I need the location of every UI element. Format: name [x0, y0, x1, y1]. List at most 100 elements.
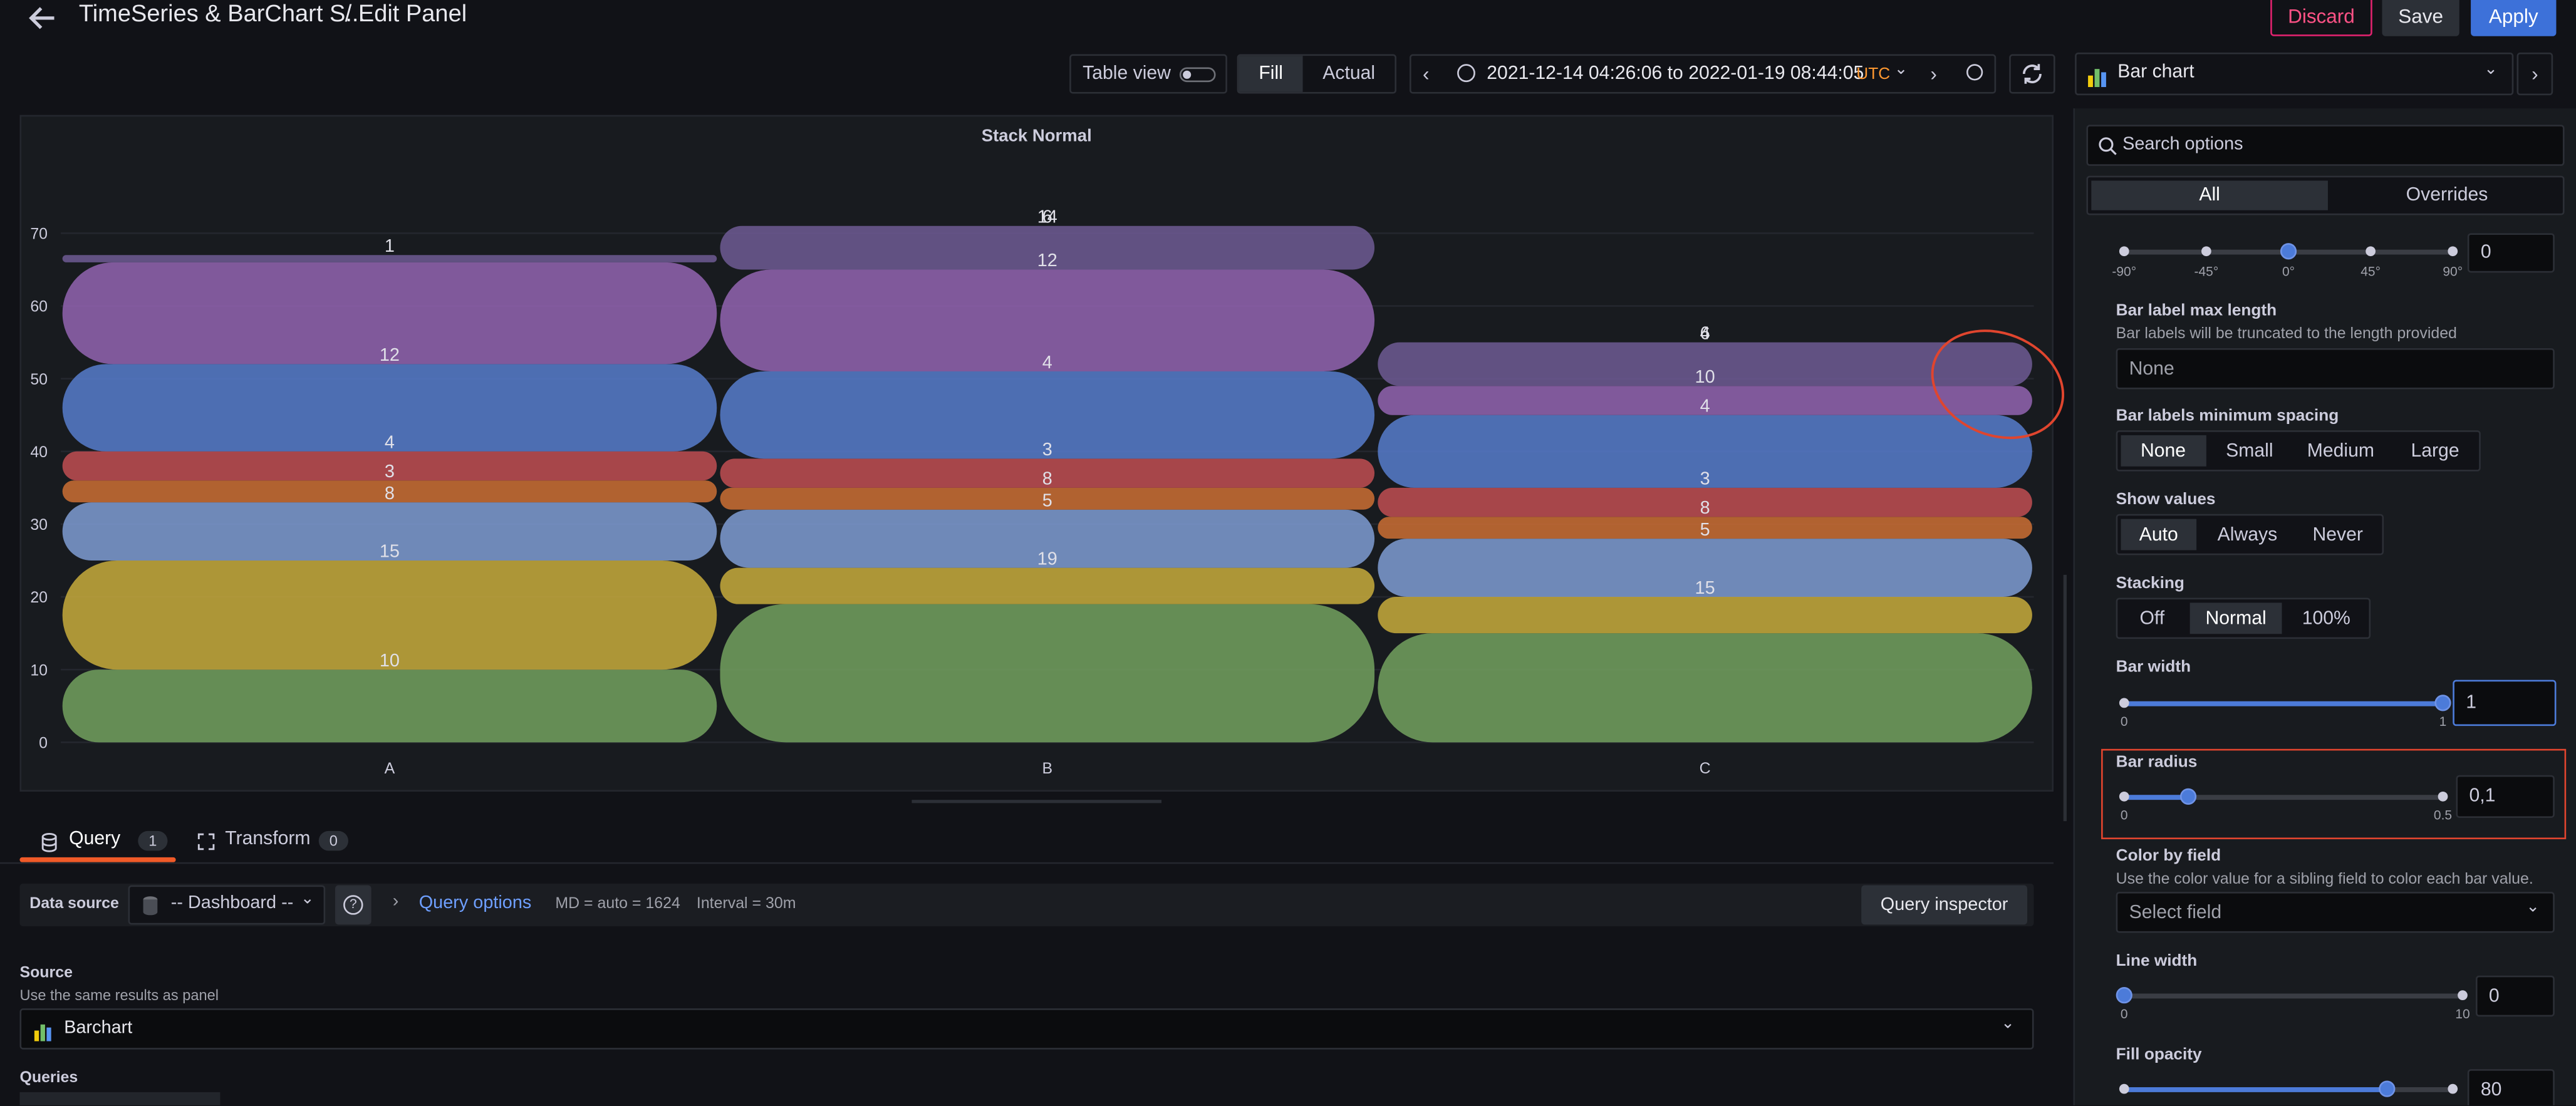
chevron-down-icon: ⌄: [300, 890, 314, 909]
bar-segment: [62, 262, 717, 364]
back-arrow-icon[interactable]: [26, 3, 59, 33]
tab-overrides[interactable]: Overrides: [2406, 185, 2488, 205]
bar-value-label: 10: [380, 651, 400, 671]
rotation-tick: -45°: [2194, 264, 2219, 279]
show-values-radio[interactable]: Auto Always Never: [2116, 514, 2384, 556]
data-source-select[interactable]: -- Dashboard -- ⌄: [128, 885, 326, 925]
horizontal-resize-handle[interactable]: [2063, 574, 2067, 822]
y-tick-label: 0: [39, 735, 48, 752]
fill-opacity-slider-handle[interactable]: [2379, 1080, 2396, 1097]
bar-segment: [1378, 487, 2032, 517]
bar-segment: [1378, 386, 2032, 415]
queries-label: Queries: [19, 1069, 78, 1088]
tab-transform[interactable]: Transform 0: [194, 824, 358, 862]
rotation-input[interactable]: 0: [2467, 233, 2555, 273]
chevron-left-icon[interactable]: ‹: [1422, 62, 1430, 86]
show-values-auto[interactable]: Auto: [2121, 519, 2197, 550]
bar-radius-slider-handle[interactable]: [2179, 788, 2197, 805]
bar-value-label: 14: [1037, 207, 1057, 227]
show-values-always[interactable]: Always: [2217, 524, 2278, 545]
discard-button[interactable]: Discard: [2270, 0, 2372, 36]
bar-radius-slider-track[interactable]: [2126, 795, 2443, 800]
fill-opacity-max-dot: [2448, 1083, 2458, 1094]
bar-radius-max-dot: [2438, 791, 2448, 802]
bar-segment: [62, 560, 717, 670]
show-values-never[interactable]: Never: [2312, 524, 2363, 545]
source-select[interactable]: Barchart ⌄: [19, 1008, 2034, 1050]
min-spacing-small[interactable]: Small: [2226, 441, 2273, 461]
fill-actual-toggle[interactable]: Fill Actual: [1237, 54, 1397, 94]
bar-radius-highlight-box: [2101, 748, 2567, 840]
min-spacing-none[interactable]: None: [2121, 435, 2206, 467]
help-button[interactable]: ?: [335, 885, 371, 925]
min-spacing-radio[interactable]: None Small Medium Large: [2116, 430, 2481, 472]
color-by-field-select[interactable]: Select field ⌄: [2116, 891, 2555, 933]
bar-segment: [1378, 633, 2032, 743]
tab-query-label: Query: [69, 829, 121, 849]
min-spacing-large[interactable]: Large: [2411, 441, 2459, 461]
bar-segment: [1378, 517, 2032, 539]
interval-text: Interval = 30m: [696, 895, 796, 914]
transform-icon: [197, 833, 215, 850]
tab-all[interactable]: All: [2091, 180, 2328, 210]
refresh-button[interactable]: [2009, 54, 2055, 94]
time-range-label[interactable]: 2021-12-14 04:26:06 to 2022-01-19 08:44:…: [1487, 64, 1864, 84]
stacking-radio[interactable]: Off Normal 100%: [2116, 597, 2371, 639]
chevron-right-icon[interactable]: ›: [392, 891, 399, 912]
tab-transform-label: Transform: [225, 829, 311, 849]
vertical-resize-handle[interactable]: [911, 800, 1162, 804]
table-view-label: Table view: [1083, 64, 1171, 84]
dashboard-title[interactable]: TimeSeries & BarChart S...: [78, 1, 366, 28]
bar-segment: [720, 269, 1375, 372]
rotation-tick: 0°: [2282, 264, 2295, 279]
table-view-toggle[interactable]: Table view: [1069, 54, 1227, 94]
bar-chart-icon: [2088, 69, 2106, 87]
y-tick-label: 10: [30, 661, 48, 679]
query-options-link[interactable]: Query options: [418, 893, 532, 914]
stacking-100[interactable]: 100%: [2302, 608, 2350, 629]
bar-width-slider-handle[interactable]: [2434, 695, 2451, 711]
y-tick-label: 70: [30, 225, 48, 243]
zoom-out-icon[interactable]: [1966, 64, 1983, 81]
bar-radius-input[interactable]: 0,1: [2456, 775, 2555, 818]
fill-opacity-slider-fill: [2126, 1087, 2387, 1092]
save-button[interactable]: Save: [2382, 0, 2459, 36]
line-width-input[interactable]: 0: [2475, 975, 2555, 1017]
color-by-field-label: Color by field: [2116, 847, 2221, 866]
bar-width-input[interactable]: 1: [2453, 680, 2557, 726]
bar-segment: [1378, 415, 2032, 488]
apply-button[interactable]: Apply: [2471, 0, 2557, 36]
color-by-field-description: Use the color value for a sibling field …: [2116, 870, 2533, 889]
collapse-options-button[interactable]: ›: [2516, 52, 2553, 96]
bar-value-label: 4: [1042, 353, 1052, 373]
time-picker[interactable]: ‹ 2021-12-14 04:26:06 to 2022-01-19 08:4…: [1410, 54, 1997, 94]
chevron-right-icon[interactable]: ›: [1930, 62, 1937, 86]
line-width-slider-track[interactable]: [2126, 993, 2463, 999]
visualization-picker[interactable]: Bar chart ⌄: [2075, 52, 2514, 96]
search-options-input[interactable]: Search options: [2086, 125, 2565, 166]
toggle-switch[interactable]: [1179, 67, 1216, 83]
bar-segment: [1378, 597, 2032, 634]
y-tick-label: 50: [30, 371, 48, 388]
actual-option[interactable]: Actual: [1322, 64, 1376, 84]
bar-value-label: 15: [1695, 578, 1715, 598]
bar-width-min-dot: [2119, 698, 2129, 708]
bar-value-label: 12: [380, 345, 400, 365]
stacking-normal[interactable]: Normal: [2189, 602, 2282, 634]
database-icon: [143, 896, 158, 916]
options-tabs[interactable]: All Overrides: [2086, 175, 2565, 215]
stacking-off[interactable]: Off: [2139, 608, 2165, 629]
timezone-label: UTC: [1856, 65, 1891, 84]
bar-value-label: 19: [1037, 549, 1057, 569]
query-inspector-button[interactable]: Query inspector: [1861, 885, 2028, 925]
bar-chart: 0102030405060701015834121A19583412146B15…: [30, 207, 2034, 777]
fill-option[interactable]: Fill: [1239, 56, 1304, 92]
max-length-input[interactable]: None: [2116, 348, 2555, 390]
bar-segment: [62, 502, 717, 561]
min-spacing-medium[interactable]: Medium: [2307, 441, 2374, 461]
fill-opacity-input[interactable]: 80: [2467, 1069, 2555, 1105]
bar-segment: [62, 451, 717, 481]
tab-query[interactable]: Query 1: [19, 824, 176, 862]
rotation-slider-handle[interactable]: [2280, 243, 2297, 260]
line-width-slider-handle[interactable]: [2116, 987, 2132, 1004]
